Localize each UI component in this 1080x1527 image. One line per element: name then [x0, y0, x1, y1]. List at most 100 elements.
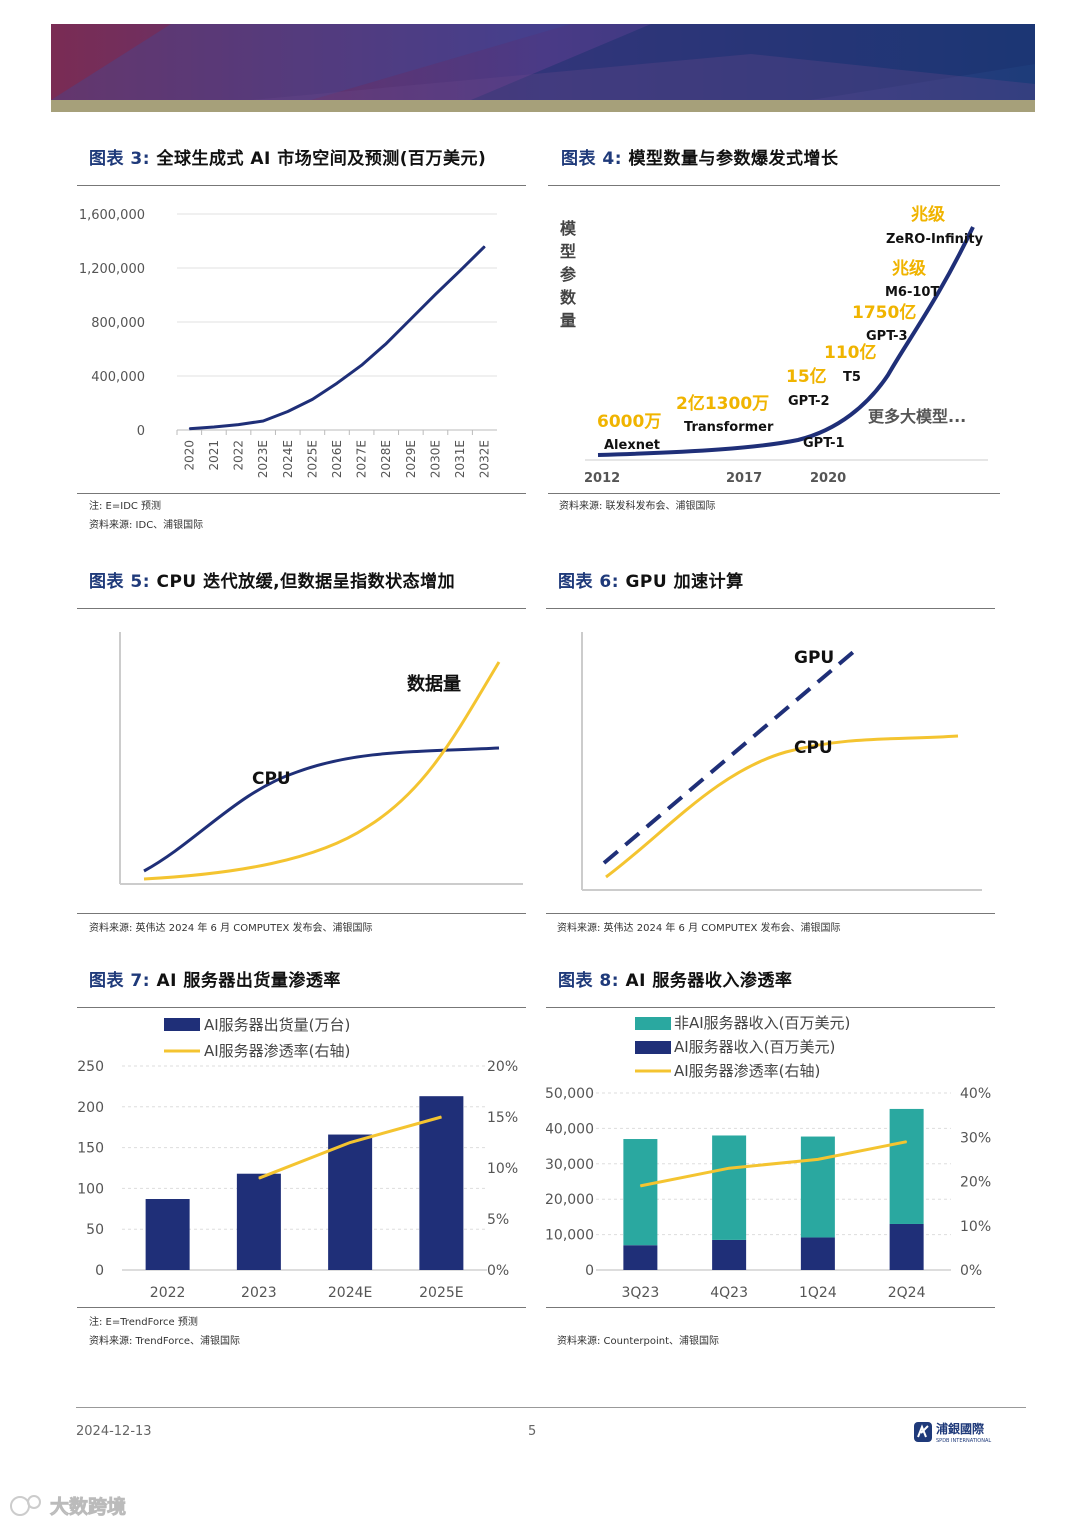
fig7-ytick-right: 5% [487, 1212, 509, 1228]
logo-text: 浦銀國際 [936, 1421, 985, 1436]
fig3-xtick: 2027E [355, 440, 369, 478]
fig7-source: 资料来源: TrendForce、浦银国际 [89, 1336, 240, 1347]
fig4-param-label: 6000万 [597, 412, 661, 432]
fig8-title: 图表 8: AI 服务器收入渗透率 [558, 971, 793, 991]
fig7-legend-swatch-bar [164, 1018, 200, 1031]
fig3-ytick: 1,200,000 [79, 262, 145, 277]
fig7-bar [419, 1096, 464, 1270]
fig3-xtick: 2020 [182, 440, 196, 471]
fig7-xtick: 2023 [241, 1285, 277, 1301]
fig7-legend-label: AI服务器渗透率(右轴) [204, 1042, 350, 1060]
fig3-point [434, 293, 436, 295]
fig8-ytick-left: 0 [585, 1263, 594, 1279]
fig4-y-label-char: 型 [560, 242, 576, 261]
fig8-bar-nonai [623, 1139, 658, 1246]
fig8-top-rule [546, 1007, 995, 1008]
fig4-more-models: 更多大模型... [868, 407, 966, 426]
fig4-source: 资料来源: 联发科发布会、浦银国际 [559, 501, 716, 512]
fig8-legend-swatch-ai [635, 1041, 671, 1054]
fig8-penetration-line [640, 1140, 907, 1188]
fig4-param-label: 110亿 [824, 342, 877, 363]
fig3-point [336, 382, 338, 384]
fig8-legend-label: AI服务器渗透率(右轴) [674, 1062, 820, 1080]
fig3-ytick: 1,600,000 [79, 208, 145, 223]
fig8-point [639, 1185, 641, 1187]
logo-subtext: SPDB INTERNATIONAL [936, 1438, 991, 1444]
fig3-point [459, 270, 461, 272]
fig6-gpu-label: GPU [794, 648, 834, 668]
watermark-text: 大数跨境 [50, 1495, 126, 1518]
fig6-source: 资料来源: 英伟达 2024 年 6 月 COMPUTEX 发布会、浦银国际 [557, 923, 841, 934]
fig3-xtick: 2024E [281, 440, 295, 478]
fig6-title: 图表 6: GPU 加速计算 [558, 572, 744, 592]
fig7-chart: AI服务器出货量(万台) AI服务器渗透率(右轴) 0 50 100 150 200 250 0… [77, 1016, 518, 1301]
fig7-xtick: 2022 [150, 1285, 186, 1301]
fig3-point [311, 398, 313, 400]
fig7-bottom-rule [77, 1307, 526, 1308]
fig7-ytick-right: 15% [487, 1110, 518, 1126]
fig4-model-label: T5 [843, 370, 861, 385]
fig8-ytick-right: 20% [960, 1175, 991, 1191]
fig3-xtick: 2025E [305, 440, 319, 478]
fig5-data-label: 数据量 [407, 673, 461, 695]
fig8-bar-ai [889, 1223, 924, 1270]
fig3-ytick: 800,000 [91, 316, 145, 331]
fig3-point [361, 364, 363, 366]
fig7-ytick-right: 0% [487, 1263, 509, 1279]
fig7-bar [236, 1173, 281, 1270]
fig7-ytick-left: 250 [77, 1059, 104, 1075]
fig4-model-label: M6-10T [885, 285, 939, 300]
fig5-data-curve [143, 661, 501, 881]
fig3-chart: 0 400,000 800,000 1,200,000 1,600,000 2020 202… [79, 208, 497, 478]
fig8-bar-nonai [889, 1108, 924, 1224]
fig4-bottom-rule [548, 493, 1000, 494]
fig5-cpu-curve [143, 746, 500, 873]
fig6-cpu-curve [605, 734, 959, 879]
fig8-xtick: 4Q23 [710, 1285, 748, 1301]
fig3-xtick: 2030E [428, 440, 442, 478]
footer-rule [76, 1407, 1026, 1408]
fig3-point [385, 343, 387, 345]
fig8-ytick-right: 30% [960, 1130, 991, 1146]
fig3-xtick: 2021 [207, 440, 221, 471]
fig7-ytick-left: 150 [77, 1141, 104, 1157]
fig3-note: 注: E=IDC 预测 [89, 501, 162, 512]
fig3-point [287, 411, 289, 413]
company-logo: 浦銀國際 SPDB INTERNATIONAL [914, 1421, 991, 1444]
fig4-param-label: 1750亿 [852, 302, 916, 323]
fig8-xtick: 2Q24 [888, 1285, 926, 1301]
fig7-note: 注: E=TrendForce 预测 [89, 1317, 198, 1328]
fig8-ytick-right: 10% [960, 1219, 991, 1235]
fig8-point [728, 1167, 730, 1169]
fig6-bottom-rule [546, 913, 995, 914]
fig8-ytick-right: 40% [960, 1086, 991, 1102]
fig3-xtick: 2026E [330, 440, 344, 478]
fig3-xtick: 2028E [379, 440, 393, 478]
fig8-ytick-left: 40,000 [546, 1121, 594, 1137]
watermark: 大数跨境 [10, 1495, 126, 1518]
fig7-point [349, 1142, 351, 1143]
fig8-bottom-rule [546, 1307, 995, 1308]
fig7-xtick: 2024E [328, 1285, 372, 1301]
header-banner [51, 24, 1035, 112]
fig7-ytick-right: 10% [487, 1161, 518, 1177]
fig8-xtick: 1Q24 [799, 1285, 837, 1301]
fig4-top-rule [548, 185, 1000, 186]
fig6-top-rule [546, 608, 995, 609]
fig7-top-rule [77, 1007, 526, 1008]
fig3-xtick: 2029E [404, 440, 418, 478]
fig5-cpu-label: CPU [252, 769, 291, 789]
fig4-model-label: Transformer [684, 420, 774, 435]
fig4-growth-curve [597, 226, 975, 457]
fig8-ytick-right: 0% [960, 1263, 982, 1279]
fig3-point [410, 318, 412, 320]
fig5-source: 资料来源: 英伟达 2024 年 6 月 COMPUTEX 发布会、浦银国际 [89, 923, 373, 934]
fig3-point [484, 245, 486, 247]
fig3-point [213, 426, 215, 428]
fig7-bar [328, 1134, 373, 1270]
fig3-series-line [189, 245, 486, 431]
fig7-legend-label: AI服务器出货量(万台) [204, 1016, 350, 1034]
fig8-legend-label: AI服务器收入(百万美元) [674, 1038, 835, 1056]
